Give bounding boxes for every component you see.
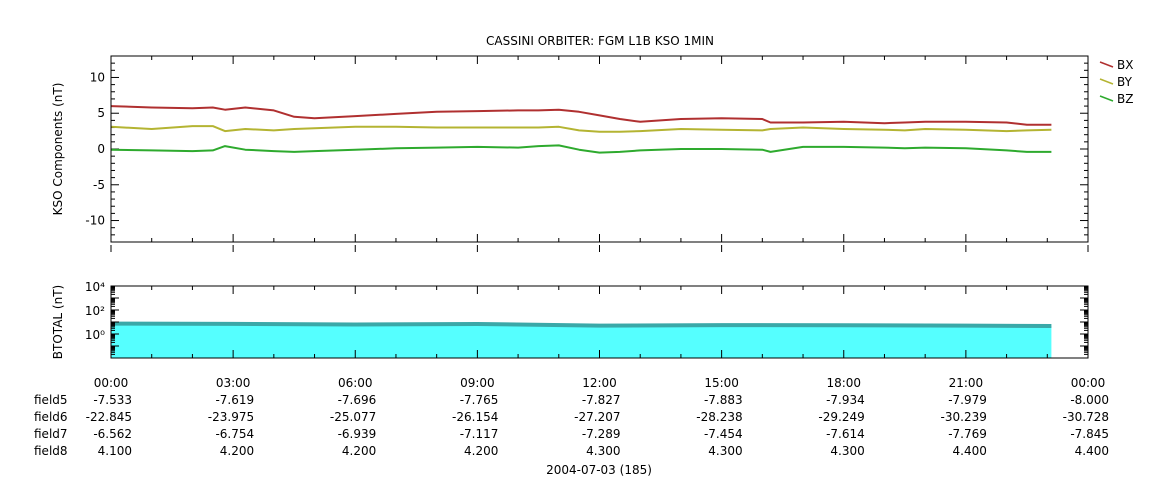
ephemeris-value: 4.400 (1075, 444, 1109, 458)
ephemeris-value: -7.979 (948, 393, 987, 407)
x-tick-label: 00:00 (94, 376, 129, 390)
x-tick-label: 03:00 (216, 376, 251, 390)
x-tick-label: 06:00 (338, 376, 373, 390)
ephemeris-value: -7.827 (582, 393, 621, 407)
ephemeris-value: 4.100 (98, 444, 132, 458)
ephemeris-value: -30.239 (941, 410, 987, 424)
ephemeris-value: -25.077 (330, 410, 376, 424)
ephemeris-value: -7.614 (826, 427, 865, 441)
ephemeris-value: -28.238 (696, 410, 742, 424)
series-line-by (110, 125, 1052, 133)
ephemeris-value: -23.975 (208, 410, 254, 424)
ephemeris-value: -7.454 (704, 427, 743, 441)
ephemeris-value: 4.300 (708, 444, 742, 458)
y-tick-label: 5 (97, 106, 105, 120)
x-tick-label: 12:00 (582, 376, 617, 390)
ephemeris-value: -7.845 (1070, 427, 1109, 441)
legend-swatch-bz (1099, 95, 1114, 102)
ephemeris-value: -7.117 (460, 427, 499, 441)
ephemeris-value: 4.200 (464, 444, 498, 458)
ephemeris-value: -30.728 (1063, 410, 1109, 424)
ephemeris-row-name: field5 (34, 393, 68, 407)
ephemeris-value: -6.754 (215, 427, 254, 441)
ephemeris-value: 4.200 (342, 444, 376, 458)
ephemeris-value: -22.845 (86, 410, 132, 424)
ephemeris-value: -7.769 (948, 427, 987, 441)
series-line-bx (110, 105, 1052, 126)
legend: BX BY BZ (1099, 58, 1133, 106)
btotal-panel-frame (110, 285, 1089, 359)
chart-title: CASSINI ORBITER: FGM L1B KSO 1MIN (486, 34, 714, 48)
components-ylabel: KSO Components (nT) (51, 83, 65, 216)
series-line-bz (110, 144, 1052, 154)
log-tick-label: 10² (85, 304, 105, 318)
y-tick-label: -5 (93, 178, 105, 192)
ephemeris-value: -8.000 (1070, 393, 1109, 407)
btotal-panel: 10⁰ 10² 10⁴ (85, 280, 1089, 359)
ephemeris-value: 4.300 (830, 444, 864, 458)
ephemeris-value: -27.207 (574, 410, 620, 424)
ephemeris-value: -6.562 (93, 427, 132, 441)
ephemeris-value: -7.696 (338, 393, 377, 407)
date-label: 2004-07-03 (185) (546, 463, 652, 477)
ephemeris-value: -6.939 (338, 427, 377, 441)
ephemeris-row-name: field6 (34, 410, 68, 424)
x-tick-label: 09:00 (460, 376, 495, 390)
btotal-area (111, 323, 1052, 358)
y-tick-label: 10 (90, 70, 105, 84)
x-tick-label: 15:00 (704, 376, 739, 390)
ephemeris-value: 4.300 (586, 444, 620, 458)
ephemeris-value: -7.883 (704, 393, 743, 407)
y-tick-label: 0 (97, 142, 105, 156)
legend-label-bx: BX (1117, 58, 1133, 72)
y-tick-label: -10 (85, 214, 105, 228)
log-tick-label: 10⁴ (85, 280, 105, 294)
ephemeris-value: -7.289 (582, 427, 621, 441)
ephemeris-value: -7.765 (460, 393, 499, 407)
x-axis: 00:00 03:00 06:00 09:00 12:00 15:00 18:00 21:00… (34, 376, 1109, 458)
x-tick-label: 21:00 (949, 376, 984, 390)
ephemeris-value: -7.619 (215, 393, 254, 407)
legend-label-by: BY (1117, 75, 1133, 89)
ephemeris-value: 4.200 (220, 444, 254, 458)
ephemeris-row-name: field7 (34, 427, 68, 441)
ephemeris-row-name: field8 (34, 444, 68, 458)
btotal-line (110, 321, 1052, 328)
ephemeris-value: -7.533 (93, 393, 132, 407)
x-tick-label: 18:00 (826, 376, 861, 390)
components-panel: -10 -5 0 5 10 (85, 55, 1089, 252)
ephemeris-value: -26.154 (452, 410, 498, 424)
legend-swatch-by (1099, 78, 1114, 85)
ephemeris-value: 4.400 (953, 444, 987, 458)
legend-label-bz: BZ (1117, 92, 1133, 106)
log-tick-label: 10⁰ (85, 328, 105, 342)
x-tick-label: 00:00 (1071, 376, 1106, 390)
ephemeris-value: -7.934 (826, 393, 865, 407)
btotal-ylabel: BTOTAL (nT) (51, 285, 65, 359)
legend-swatch-bx (1099, 61, 1114, 68)
components-panel-frame (110, 55, 1089, 243)
ephemeris-value: -29.249 (818, 410, 864, 424)
